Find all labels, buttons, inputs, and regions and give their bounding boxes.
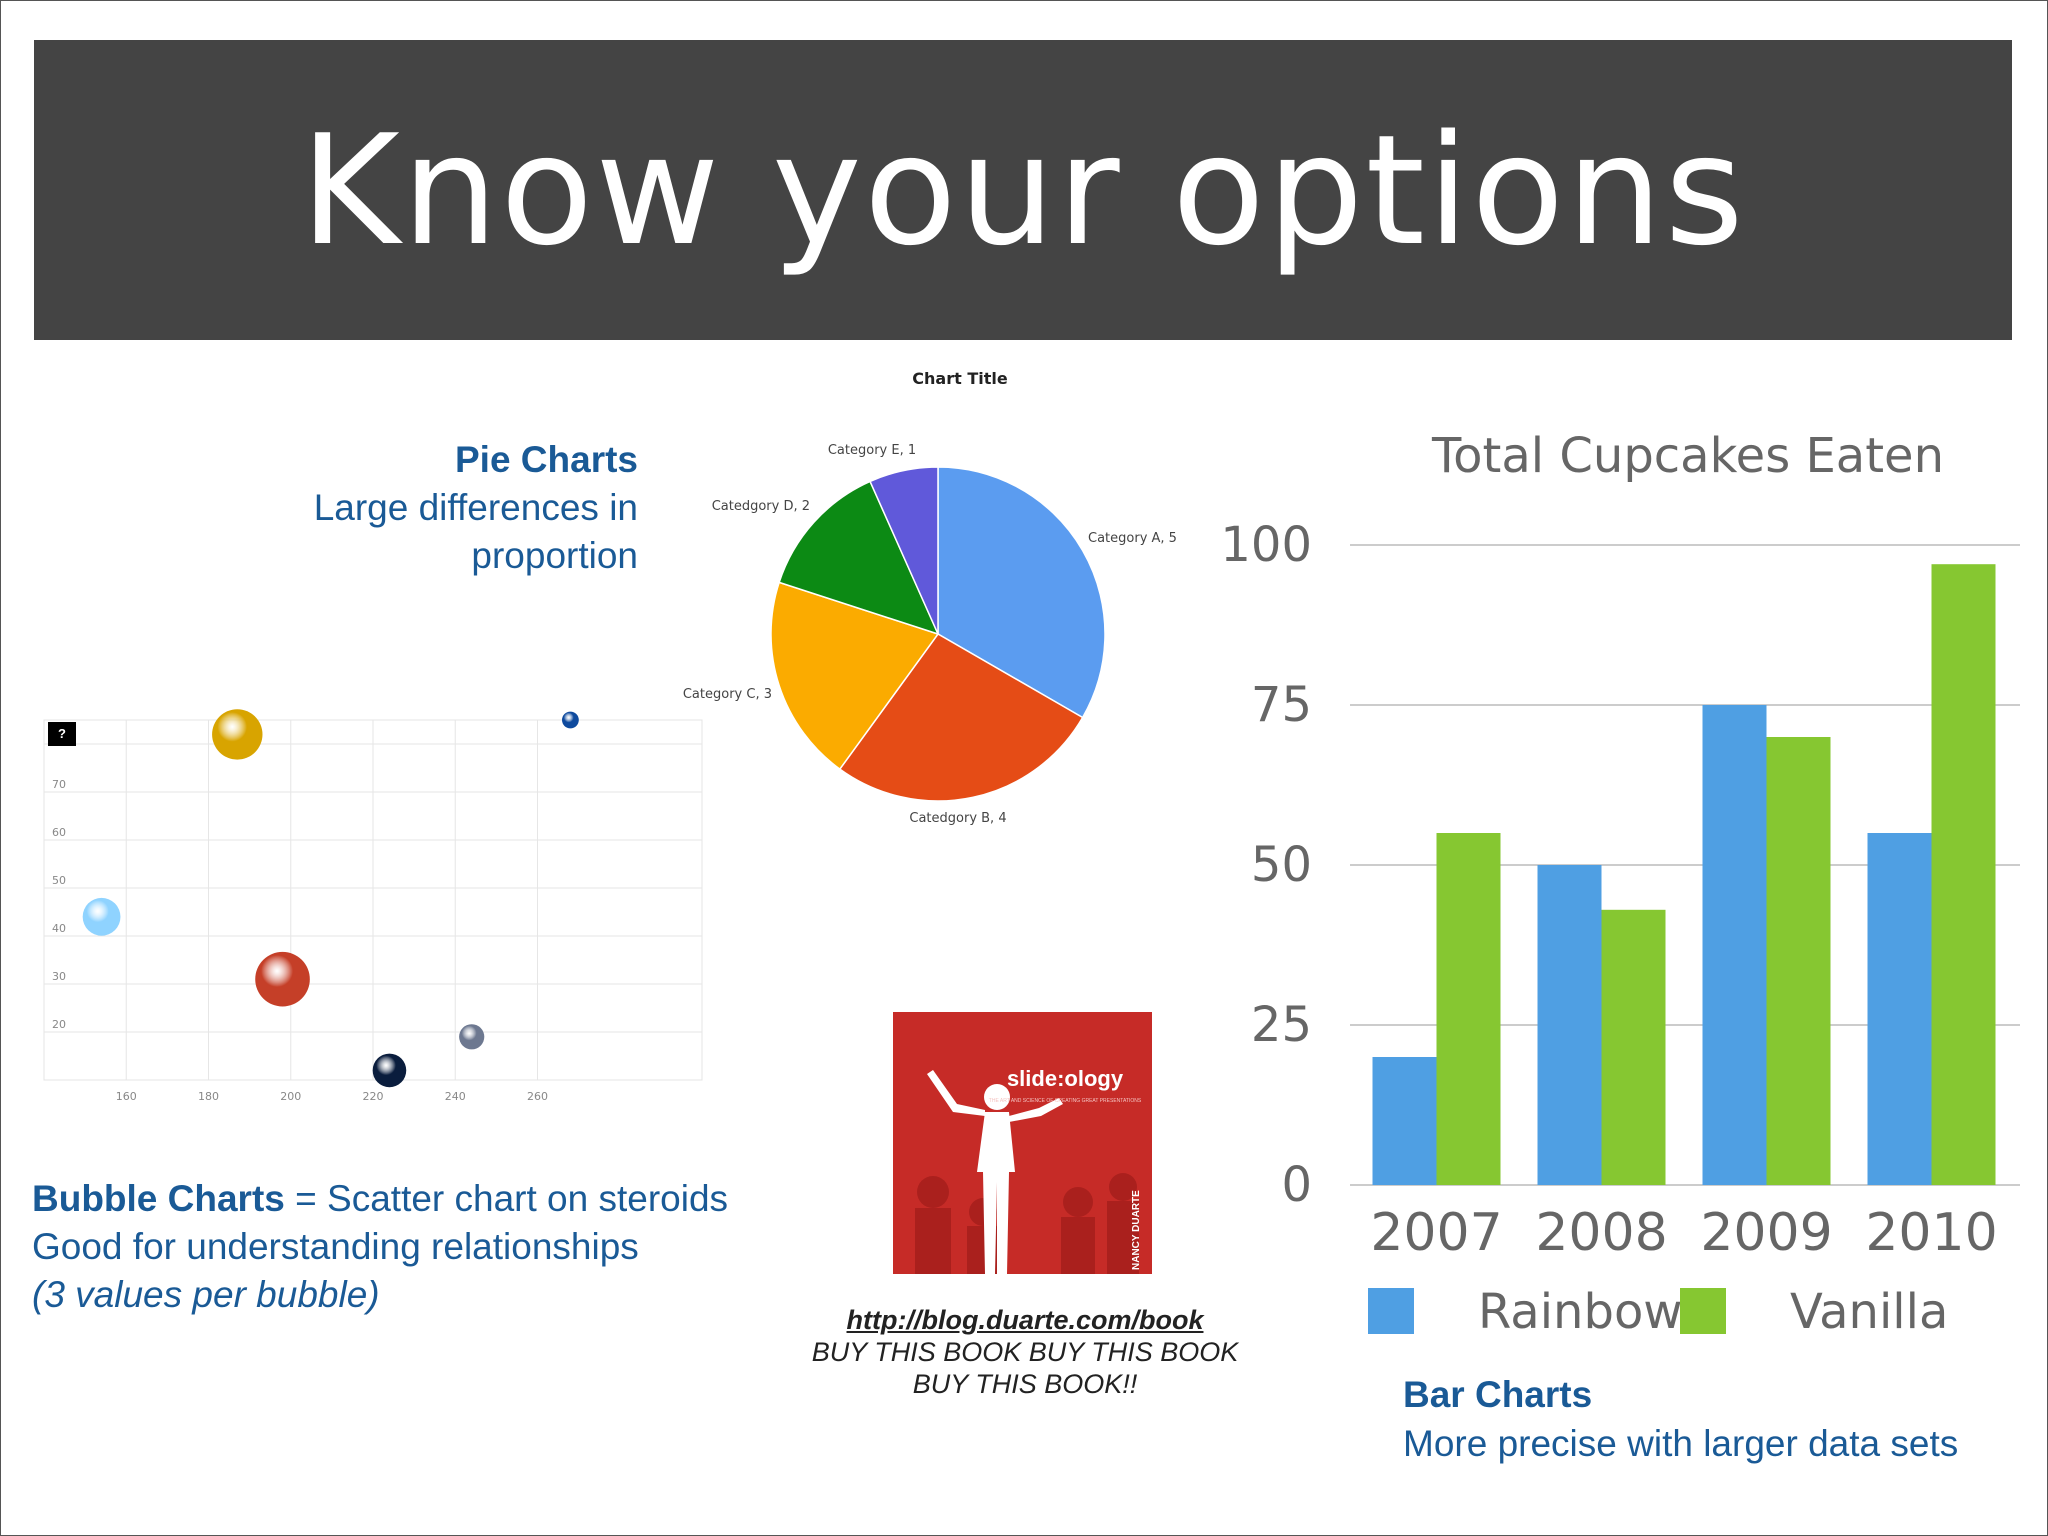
- bubble-x-tick: 220: [363, 1090, 384, 1103]
- pie-charts-line1: Large differences in: [313, 487, 638, 528]
- bar-chart-title: Total Cupcakes Eaten: [1431, 428, 1944, 484]
- bubble-x-tick: 200: [280, 1090, 301, 1103]
- legend-swatch-vanilla: [1680, 1288, 1726, 1334]
- bar-charts-line2: More precise with larger data sets: [1403, 1423, 1959, 1464]
- bubble-x-tick: 260: [527, 1090, 548, 1103]
- bubble-point: [212, 709, 263, 760]
- book-caption-line1: BUY THIS BOOK BUY THIS BOOK: [811, 1337, 1239, 1367]
- bubble-charts-description: Bubble Charts = Scatter chart on steroid…: [32, 1175, 728, 1319]
- legend-label-vanilla: Vanilla: [1790, 1284, 1948, 1340]
- bubble-point: [372, 1053, 407, 1088]
- bar-vanilla: [1436, 833, 1501, 1185]
- bar-x-tick: 2008: [1535, 1203, 1667, 1263]
- bubble-x-tick: 240: [445, 1090, 466, 1103]
- bubble-y-tick: 70: [52, 778, 66, 791]
- bubble-y-tick: 60: [52, 826, 66, 839]
- bar-x-tick: 2009: [1700, 1203, 1832, 1263]
- bar-x-tick: 2010: [1865, 1203, 1997, 1263]
- bubble-y-tick: 20: [52, 1018, 66, 1031]
- bubble-point: [562, 711, 579, 729]
- bubble-point: [255, 951, 310, 1007]
- bubble-charts-rest: = Scatter chart on steroids: [284, 1178, 729, 1219]
- pie-slice: [778, 480, 940, 636]
- bar-x-tick: 2007: [1370, 1203, 1502, 1263]
- bar-y-tick: 50: [1251, 837, 1312, 893]
- bar-rainbow: [1372, 1057, 1437, 1185]
- legend-label-rainbow: Rainbow: [1478, 1284, 1683, 1340]
- bar-rainbow: [1702, 705, 1767, 1185]
- bar-charts-heading: Bar Charts: [1403, 1374, 1593, 1415]
- book-subtitle: THE ART AND SCIENCE OF CREATING GREAT PR…: [989, 1098, 1142, 1104]
- bubble-chart: 20304050607080160180200220240260: [43, 709, 703, 1103]
- bubble-point: [82, 897, 121, 936]
- bar-rainbow: [1537, 865, 1602, 1185]
- book-caption: http://blog.duarte.com/book BUY THIS BOO…: [800, 1304, 1250, 1400]
- pie-chart: Chart Title Category A, 5 Catedgory B, 4 Ca…: [683, 369, 1177, 826]
- book-cover-image[interactable]: slide:ology THE ART AND SCIENCE OF CREAT…: [893, 1012, 1152, 1274]
- bubble-charts-heading: Bubble Charts: [32, 1178, 285, 1219]
- pie-slice: [770, 581, 940, 771]
- bar-y-tick: 25: [1251, 997, 1312, 1053]
- bubble-y-tick: 30: [52, 970, 66, 983]
- bubble-x-tick: 160: [116, 1090, 137, 1103]
- legend-swatch-rainbow: [1368, 1288, 1414, 1334]
- bubble-y-tick: 40: [52, 922, 66, 935]
- pie-slice-label: Category C, 3: [683, 687, 772, 702]
- book-caption-line2: BUY THIS BOOK!!: [912, 1369, 1138, 1399]
- bar-chart: Total Cupcakes Eaten 0 25 50 75 100 2007 2008 20…: [1220, 428, 2020, 1340]
- pie-slice-label: Category A, 5: [1088, 531, 1177, 546]
- bubble-chart-help-badge[interactable]: ?: [48, 722, 76, 746]
- book-url-link[interactable]: http://blog.duarte.com/book: [846, 1305, 1204, 1335]
- pie-slice-label: Catedgory B, 4: [909, 811, 1006, 826]
- pie-slice-label: Catedgory D, 2: [712, 499, 810, 514]
- book-author: NANCY DUARTE: [1131, 1190, 1142, 1270]
- bar-rainbow: [1867, 833, 1932, 1185]
- slide-title: Know your options: [300, 101, 1746, 279]
- pie-slice: [838, 633, 1084, 802]
- bar-y-tick: 75: [1251, 677, 1312, 733]
- title-bar: Know your options: [34, 40, 2012, 340]
- bubble-x-tick: 180: [198, 1090, 219, 1103]
- bar-y-tick: 100: [1220, 517, 1312, 573]
- pie-charts-description: Pie Charts Large differences in proporti…: [314, 436, 638, 580]
- bar-vanilla: [1766, 737, 1831, 1185]
- pie-slice: [937, 466, 1106, 719]
- pie-charts-line2: proportion: [471, 535, 638, 576]
- bar-charts-description: Bar Charts More precise with larger data…: [1403, 1370, 1958, 1468]
- bar-vanilla: [1601, 909, 1666, 1185]
- pie-chart-title: Chart Title: [912, 369, 1008, 388]
- book-title: slide:ology: [1007, 1066, 1124, 1091]
- bar-y-tick: 0: [1281, 1157, 1312, 1213]
- bubble-y-tick: 50: [52, 874, 66, 887]
- pie-slice-label: Category E, 1: [828, 443, 916, 458]
- book-cover-art: slide:ology THE ART AND SCIENCE OF CREAT…: [893, 1012, 1152, 1274]
- bubble-charts-line3: (3 values per bubble): [32, 1274, 380, 1315]
- pie-slice: [869, 466, 939, 635]
- bar-vanilla: [1931, 564, 1996, 1185]
- bubble-charts-line2: Good for understanding relationships: [32, 1226, 639, 1267]
- bubble-point: [459, 1024, 485, 1050]
- pie-charts-heading: Pie Charts: [454, 439, 638, 480]
